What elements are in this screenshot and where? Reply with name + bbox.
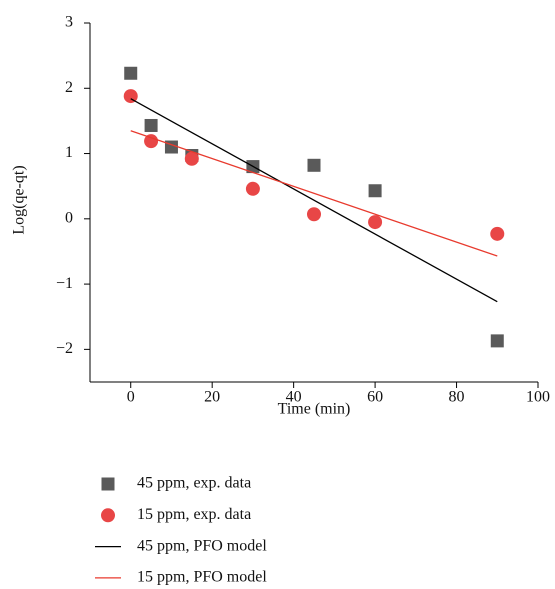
x-tick-label: 80 [449, 389, 465, 406]
y-tick-label: 1 [65, 144, 73, 161]
data-point [490, 334, 504, 348]
data-point [144, 134, 159, 149]
x-tick-label: 20 [204, 389, 220, 406]
legend-label: 45 ppm, exp. data [137, 475, 251, 492]
y-axis-label: Log(qe-qt) [11, 165, 28, 234]
fit-line [130, 98, 498, 303]
legend-label: 15 ppm, PFO model [137, 569, 267, 586]
data-point [368, 215, 383, 230]
data-point [245, 181, 260, 196]
data-point [123, 89, 138, 104]
y-tick-label: −2 [56, 340, 73, 357]
data-point [307, 207, 321, 222]
legend-marker [101, 508, 115, 523]
x-axis-label: Time (min) [278, 401, 351, 418]
data-point [144, 118, 158, 132]
legend-marker [101, 477, 115, 491]
legend-label: 15 ppm, exp. data [137, 506, 251, 523]
y-tick-label: 3 [65, 14, 73, 31]
data-point [368, 184, 382, 198]
y-tick-label: 0 [65, 209, 73, 226]
data-point [490, 226, 505, 241]
data-point [307, 158, 321, 172]
x-tick-label: 100 [526, 389, 550, 406]
fit-line [130, 130, 498, 257]
y-tick-label: −1 [56, 275, 73, 292]
x-tick-label: 0 [127, 389, 135, 406]
data-point [184, 151, 199, 166]
legend-label: 45 ppm, PFO model [137, 537, 267, 554]
x-tick-label: 60 [367, 389, 383, 406]
data-point [124, 66, 138, 80]
x-tick-label: 40 [286, 389, 302, 406]
y-tick-label: 2 [65, 79, 73, 96]
